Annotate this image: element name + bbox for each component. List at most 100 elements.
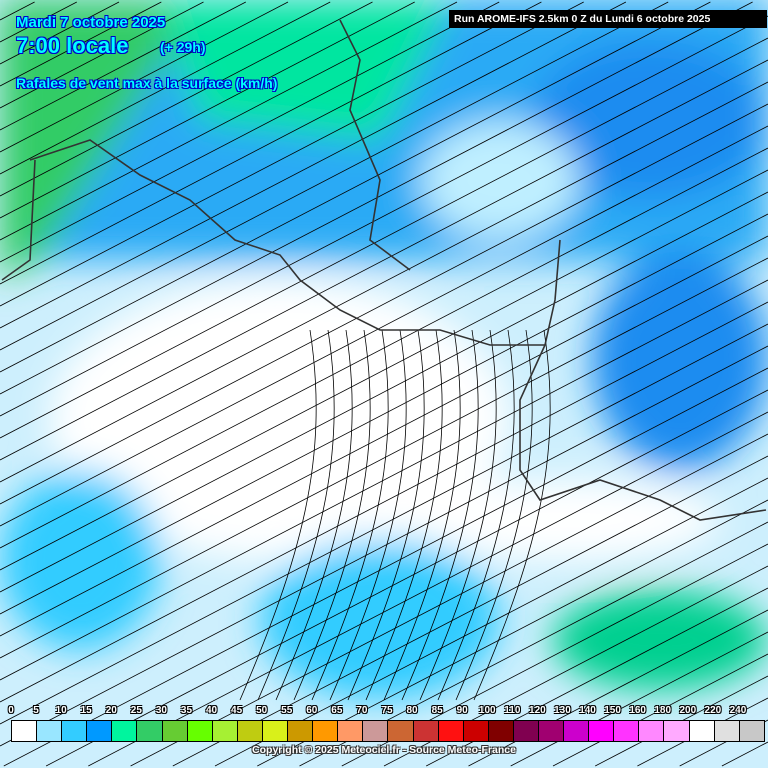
legend-tick-label: 50 [256, 705, 268, 716]
streamline [0, 345, 768, 747]
streamline [0, 213, 768, 615]
streamline [0, 1, 204, 109]
legend-swatch [37, 721, 63, 741]
streamline [0, 125, 768, 527]
streamline [0, 1, 711, 373]
legend-swatch [212, 721, 238, 741]
legend-tick-label: 180 [654, 705, 672, 716]
legend-tick-label: 110 [504, 705, 521, 716]
legend-swatch [338, 721, 364, 741]
streamline [0, 59, 768, 461]
streamline [455, 329, 533, 701]
streamline [239, 329, 317, 701]
legend-swatch [388, 721, 414, 741]
streamline [0, 191, 768, 593]
legend-swatch [62, 721, 88, 741]
streamline [0, 235, 768, 637]
legend-swatch [112, 721, 138, 741]
legend-swatch [262, 721, 289, 741]
legend-tick-label: 15 [80, 705, 92, 716]
streamline [0, 1, 246, 131]
legend-tick-label: 100 [478, 705, 496, 716]
legend-swatch [237, 721, 263, 741]
legend-swatch [488, 721, 514, 741]
legend-tick-label: 60 [306, 705, 318, 716]
streamline [0, 1, 289, 153]
streamline [552, 653, 768, 767]
legend-swatch [564, 721, 590, 741]
legend-tick-label: 5 [33, 705, 39, 716]
legend-tick-label: 75 [381, 705, 393, 716]
legend-tick-label: 35 [180, 705, 193, 716]
streamline [0, 1, 627, 329]
streamline [0, 103, 768, 505]
streamline [45, 389, 768, 767]
streamline [473, 329, 551, 701]
borders [1, 19, 767, 521]
legend-tick-label: 40 [205, 705, 218, 716]
streamline [0, 1, 458, 241]
streamline [365, 329, 443, 701]
legend-tick-label: 85 [431, 705, 443, 716]
legend-tick-label: 200 [679, 705, 697, 716]
streamline [0, 1, 373, 197]
legend-swatch [413, 721, 439, 741]
legend-tick-labels: 0 5 10 15 20 25 30 35 40 45 50 55 60 65 70 75 80 85 90 100 1… [0, 705, 768, 719]
forecast-time: 7:00 locale [16, 33, 129, 58]
color-legend [11, 720, 765, 742]
legend-tick-label: 120 [529, 705, 546, 716]
streamline [214, 477, 768, 767]
streamline [437, 329, 515, 701]
legend-tick-label: 45 [231, 705, 243, 716]
streamline [0, 1, 669, 351]
legend-tick-label: 90 [456, 705, 468, 716]
forecast-date: Mardi 7 octobre 2025 [16, 14, 166, 31]
legend-swatch [739, 721, 764, 741]
streamline [0, 81, 768, 483]
legend-tick-label: 220 [704, 705, 722, 716]
legend-swatch [438, 721, 464, 741]
legend-tick-label: 70 [356, 705, 368, 716]
legend-tick-label: 25 [130, 705, 142, 716]
streamline [721, 741, 768, 767]
streamline [401, 329, 479, 701]
legend-swatch [513, 721, 539, 741]
streamline [329, 329, 407, 701]
streamline [88, 411, 768, 767]
legend-swatch [12, 721, 38, 741]
model-run-label: Run AROME-IFS 2.5km 0 Z du Lundi 6 octob… [449, 10, 767, 28]
streamline [0, 1, 542, 285]
legend-swatch [689, 721, 715, 741]
legend-tick-label: 160 [629, 705, 646, 716]
legend-tick-label: 80 [406, 705, 418, 716]
streamline [0, 1, 331, 175]
legend-tick-label: 55 [281, 705, 293, 716]
legend-tick-label: 20 [105, 705, 117, 716]
legend-swatch [538, 721, 565, 741]
streamline [0, 257, 768, 659]
parameter-title: Rafales de vent max à la surface (km/h) [16, 75, 278, 91]
legend-swatch [363, 721, 389, 741]
streamline [0, 15, 768, 417]
streamline [0, 1, 77, 43]
streamline [419, 329, 497, 701]
legend-swatch [87, 721, 113, 741]
streamline [0, 1, 35, 21]
legend-tick-label: 30 [155, 705, 167, 716]
streamline [0, 301, 768, 703]
streamline [347, 329, 425, 701]
lead-time: (+ 29h) [160, 39, 206, 55]
streamline [0, 1, 120, 65]
streamline [3, 367, 768, 767]
streamline [0, 37, 768, 439]
legend-swatch [614, 721, 640, 741]
streamline [275, 329, 353, 701]
legend-swatch [137, 721, 163, 741]
legend-tick-label: 0 [8, 705, 14, 716]
legend-tick-label: 150 [604, 705, 621, 716]
streamline [0, 323, 768, 725]
streamline [257, 329, 335, 701]
legend-swatch [639, 721, 665, 741]
